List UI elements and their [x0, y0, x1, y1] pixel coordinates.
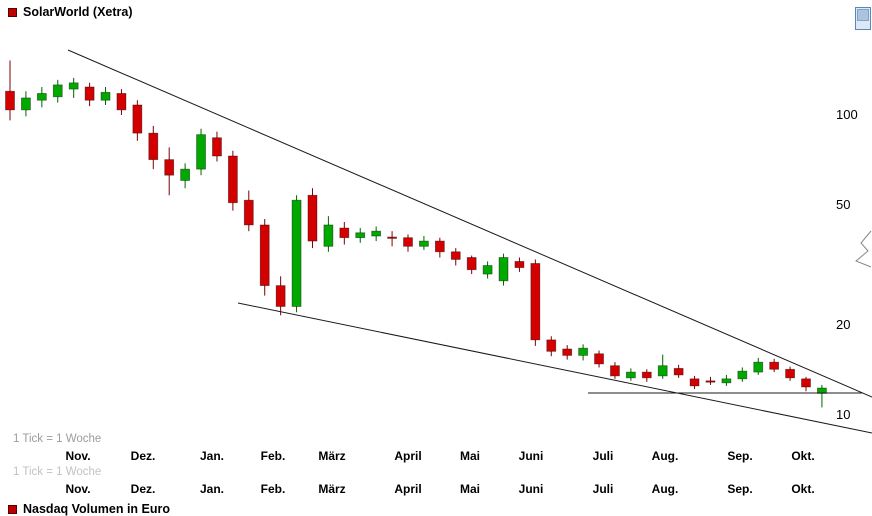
candle-body [594, 353, 604, 365]
scrollbar[interactable] [855, 7, 871, 30]
month-label: Sep. [727, 449, 753, 463]
candle-body [132, 104, 143, 134]
trendline-upper-resistance [67, 49, 872, 398]
candle-body [625, 371, 636, 379]
candle-body [546, 339, 557, 352]
candle-body [212, 137, 222, 157]
month-label: Feb. [260, 482, 286, 496]
candle-body [498, 257, 509, 282]
candle-body [466, 257, 477, 271]
month-label: März [318, 482, 346, 496]
candle-body [323, 224, 334, 247]
scrollbar-thumb[interactable] [857, 9, 869, 21]
month-label: März [318, 449, 346, 463]
candle-body [641, 371, 652, 379]
candle-body [243, 199, 254, 226]
candle-body [657, 365, 668, 377]
candle-body [52, 84, 63, 98]
month-label: Okt. [791, 449, 815, 463]
candle-body [339, 227, 350, 239]
month-label: Sep. [727, 482, 753, 496]
candle-body [355, 232, 366, 239]
candle-body [116, 93, 127, 111]
month-label: Dez. [130, 482, 156, 496]
right-edge-artifact [855, 230, 872, 268]
candle-body [84, 86, 95, 101]
candle-body [5, 90, 15, 111]
month-label: Nov. [65, 482, 91, 496]
candle-body [419, 240, 429, 247]
candle-body [403, 237, 413, 247]
candle-body [180, 168, 191, 181]
candle-body [434, 240, 445, 253]
candle-body [753, 361, 764, 373]
candle-body [291, 199, 302, 307]
month-label: April [394, 449, 422, 463]
candle-body [21, 97, 31, 111]
candle-body [275, 285, 286, 307]
trendline-lower-support [237, 302, 872, 434]
candle-body [36, 93, 47, 101]
candle-body [227, 155, 238, 204]
candle-body [769, 361, 780, 370]
candle-body [610, 365, 620, 377]
candle-body [387, 236, 397, 239]
candle-body [196, 134, 206, 170]
month-label: Juni [518, 482, 544, 496]
month-label: Mai [459, 482, 481, 496]
candle-body [148, 132, 159, 161]
month-label: Dez. [130, 449, 156, 463]
candle-body [801, 378, 811, 388]
candle-body [514, 261, 525, 268]
candle-body [689, 378, 700, 387]
month-label: Juli [592, 449, 614, 463]
candle-body [450, 251, 461, 260]
month-label: Juni [518, 449, 544, 463]
candle-body [307, 194, 318, 242]
volume-legend-swatch [8, 504, 17, 514]
candle-body [259, 224, 270, 286]
candle-body [562, 348, 573, 356]
x-axis-months-row-2: Nov. Dez. Jan. Feb. März April Mai Juni Juli Aug.… [0, 482, 872, 498]
month-label: Okt. [791, 482, 815, 496]
month-label: Juli [592, 482, 614, 496]
series-legend-swatch [8, 7, 17, 17]
month-label: Feb. [260, 449, 286, 463]
candle-body [578, 347, 589, 356]
month-label: Aug. [651, 449, 679, 463]
candle-body [68, 82, 79, 90]
month-label: Nov. [65, 449, 91, 463]
candle-body [164, 159, 175, 176]
candle-body [737, 370, 748, 380]
candle-body [673, 367, 684, 376]
candle-body [530, 263, 541, 341]
candle-body [482, 265, 493, 275]
month-label: Jan. [199, 482, 225, 496]
volume-legend: Nasdaq Volumen in Euro [8, 502, 170, 516]
series-legend: SolarWorld (Xetra) [8, 5, 133, 19]
candle-body [785, 368, 795, 379]
month-label: Jan. [199, 449, 225, 463]
candle-body [371, 230, 382, 237]
candle-body [721, 378, 732, 384]
candle-body [100, 91, 111, 101]
tick-interval-note: 1 Tick = 1 Woche [13, 433, 102, 445]
volume-legend-label: Nasdaq Volumen in Euro [23, 502, 171, 516]
x-axis-months-row-1: Nov. Dez. Jan. Feb. März April Mai Juni Juli Aug.… [0, 449, 872, 465]
candle-body [705, 380, 716, 383]
tick-interval-note-2: 1 Tick = 1 Woche [13, 466, 102, 478]
chart-title: SolarWorld (Xetra) [23, 5, 133, 19]
month-label: Aug. [651, 482, 679, 496]
month-label: Mai [459, 449, 481, 463]
month-label: April [394, 482, 422, 496]
